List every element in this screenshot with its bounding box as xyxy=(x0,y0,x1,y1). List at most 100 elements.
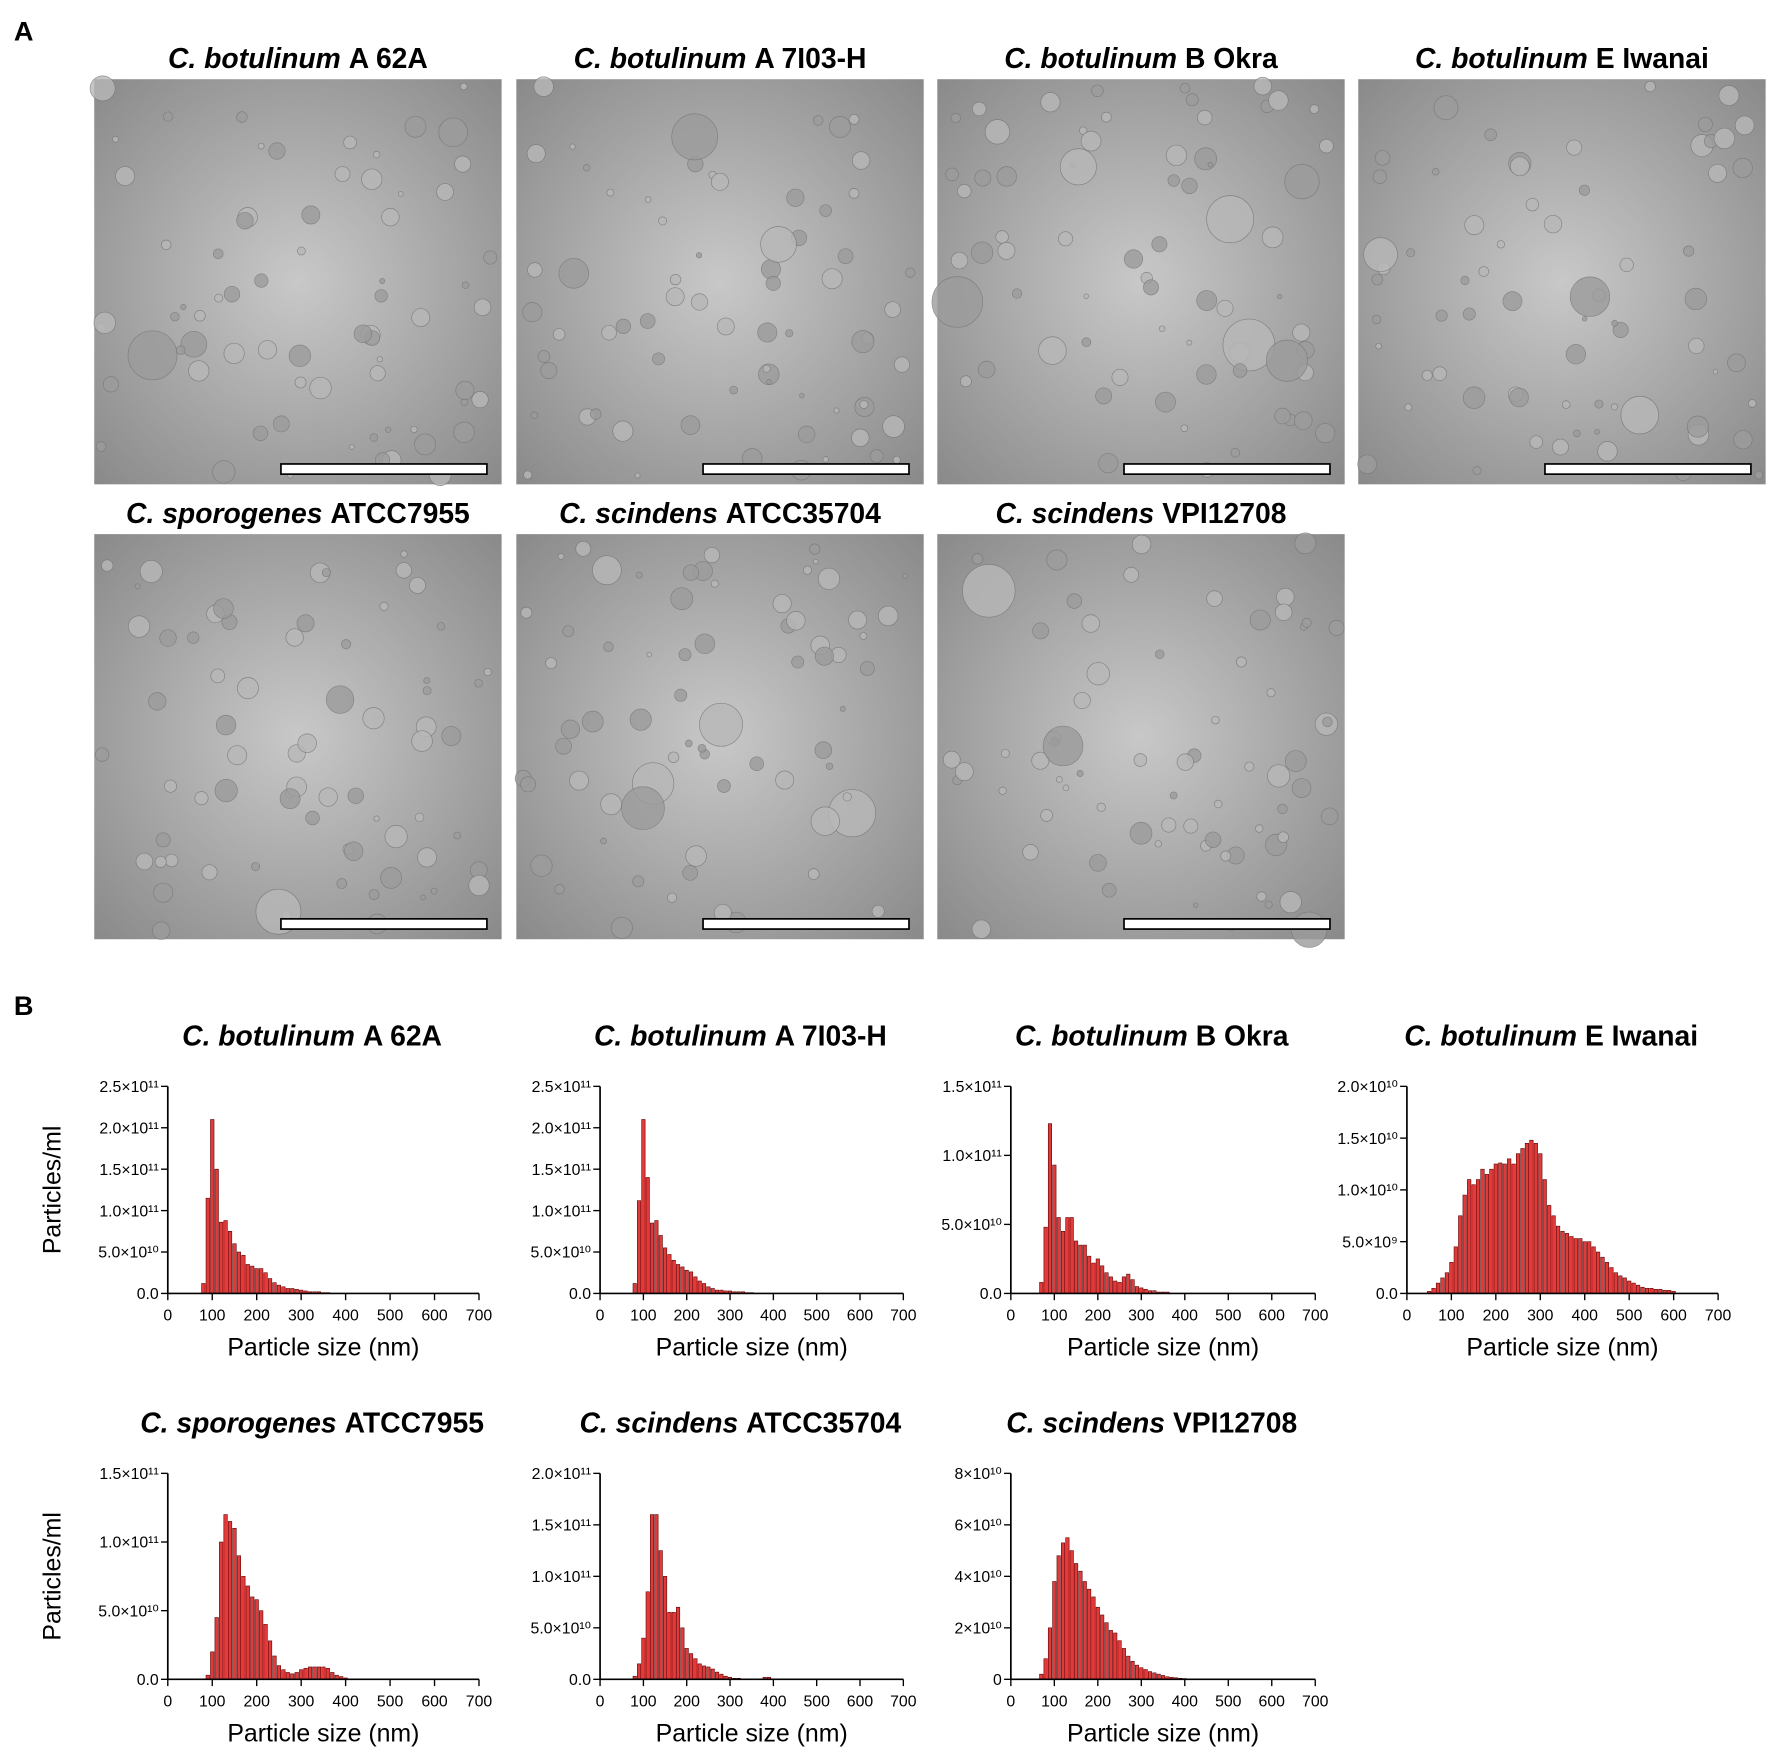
vesicle xyxy=(822,456,829,463)
vesicle xyxy=(1206,195,1255,244)
vesicle xyxy=(1266,688,1276,698)
vesicle xyxy=(411,730,433,752)
vesicle xyxy=(1277,293,1283,300)
vesicle xyxy=(1265,339,1309,382)
vesicle xyxy=(341,639,352,650)
vesicle xyxy=(455,380,475,400)
bar xyxy=(1113,1280,1118,1294)
vesicle xyxy=(127,615,151,638)
vesicle xyxy=(610,916,633,939)
x-axis-label: Particle size (nm) xyxy=(1067,1334,1259,1362)
x-tick-label: 700 xyxy=(1302,1308,1329,1325)
vesicle xyxy=(453,831,462,840)
vesicle xyxy=(884,301,901,318)
y-tick-label: 0.0 xyxy=(569,1286,591,1303)
vesicle xyxy=(1253,76,1272,96)
bar xyxy=(1074,1240,1079,1294)
vesicle xyxy=(1123,566,1140,583)
x-tick-label: 600 xyxy=(1660,1308,1687,1325)
vesicle xyxy=(1421,369,1433,381)
x-tick-label: 600 xyxy=(1259,1308,1286,1325)
vesicle xyxy=(410,425,418,434)
vesicle xyxy=(1264,900,1273,909)
bar xyxy=(710,1668,715,1680)
vesicle xyxy=(817,567,841,590)
title-species: C. scindens xyxy=(580,1407,739,1439)
vesicle xyxy=(163,111,174,122)
bar xyxy=(223,1220,228,1294)
vesicle xyxy=(583,164,591,172)
vesicle xyxy=(1011,288,1023,299)
vesicle xyxy=(819,204,832,217)
vesicle xyxy=(165,853,179,868)
vesicle xyxy=(436,622,446,631)
vesicle xyxy=(414,812,425,823)
vesicle xyxy=(533,76,554,97)
x-tick-label: 200 xyxy=(674,1308,701,1325)
vesicle xyxy=(1176,753,1194,771)
vesicle xyxy=(1406,248,1416,258)
bar xyxy=(650,1514,655,1680)
vesicle xyxy=(257,340,278,360)
bar xyxy=(1596,1251,1601,1294)
y-tick-label: 1.0×10¹¹ xyxy=(99,1535,158,1552)
vesicle xyxy=(1552,438,1569,456)
vesicle xyxy=(674,688,688,702)
vesicle xyxy=(690,293,709,311)
vesicle xyxy=(376,356,383,363)
vesicle xyxy=(786,188,805,207)
vesicle xyxy=(369,433,379,442)
bar xyxy=(250,1265,255,1294)
vesicle xyxy=(694,633,716,655)
vesicle xyxy=(1196,109,1213,126)
y-tick-label: 1.5×10¹¹ xyxy=(532,1518,591,1535)
x-tick-label: 200 xyxy=(1085,1308,1112,1325)
x-tick-label: 200 xyxy=(243,1693,270,1710)
vesicle xyxy=(188,360,210,382)
vesicle xyxy=(859,631,868,640)
vesicle xyxy=(877,605,899,627)
vesicle xyxy=(527,262,543,278)
bar xyxy=(1467,1179,1472,1294)
x-axis-label: Particle size (nm) xyxy=(1466,1334,1658,1362)
vesicle xyxy=(957,183,972,199)
bar xyxy=(697,1280,702,1294)
bar xyxy=(1564,1233,1570,1294)
vesicle xyxy=(272,415,290,433)
vesicle xyxy=(797,425,816,444)
x-tick-label: 700 xyxy=(466,1693,493,1710)
vesicle xyxy=(703,547,721,564)
vesicle xyxy=(629,708,652,731)
vesicle xyxy=(1620,395,1659,435)
vesicle xyxy=(404,115,427,138)
x-tick-label: 100 xyxy=(630,1693,657,1710)
title-strain: B Okra xyxy=(1196,1020,1289,1052)
vesicle xyxy=(848,188,860,199)
vesicle xyxy=(669,273,682,286)
bar xyxy=(1547,1205,1552,1294)
x-tick-label: 400 xyxy=(332,1693,359,1710)
vesicle xyxy=(1279,891,1302,914)
vesicle xyxy=(603,641,614,653)
x-axis-label: Particle size (nm) xyxy=(656,1720,848,1748)
vesicle xyxy=(996,166,1017,187)
vesicle xyxy=(161,239,172,250)
vesicle xyxy=(1161,817,1177,833)
vesicle xyxy=(1196,290,1218,311)
vesicle xyxy=(1100,111,1112,123)
bar xyxy=(1130,1279,1135,1294)
x-tick-label: 0 xyxy=(596,1693,605,1710)
y-tick-label: 2.0×10¹¹ xyxy=(99,1120,158,1137)
vesicle xyxy=(409,576,426,594)
y-tick-label: 0.0 xyxy=(137,1672,159,1689)
y-tick-label: 1.0×10¹⁰ xyxy=(1337,1183,1397,1200)
vesicle xyxy=(380,867,402,889)
vesicle xyxy=(1747,399,1757,408)
vesicle xyxy=(644,196,652,203)
y-tick-label: 0.0 xyxy=(137,1286,159,1303)
vesicle xyxy=(530,411,538,419)
vesicle xyxy=(436,183,454,201)
vesicle xyxy=(1123,249,1144,269)
vesicle xyxy=(1083,293,1089,299)
x-tick-label: 700 xyxy=(1302,1693,1329,1710)
